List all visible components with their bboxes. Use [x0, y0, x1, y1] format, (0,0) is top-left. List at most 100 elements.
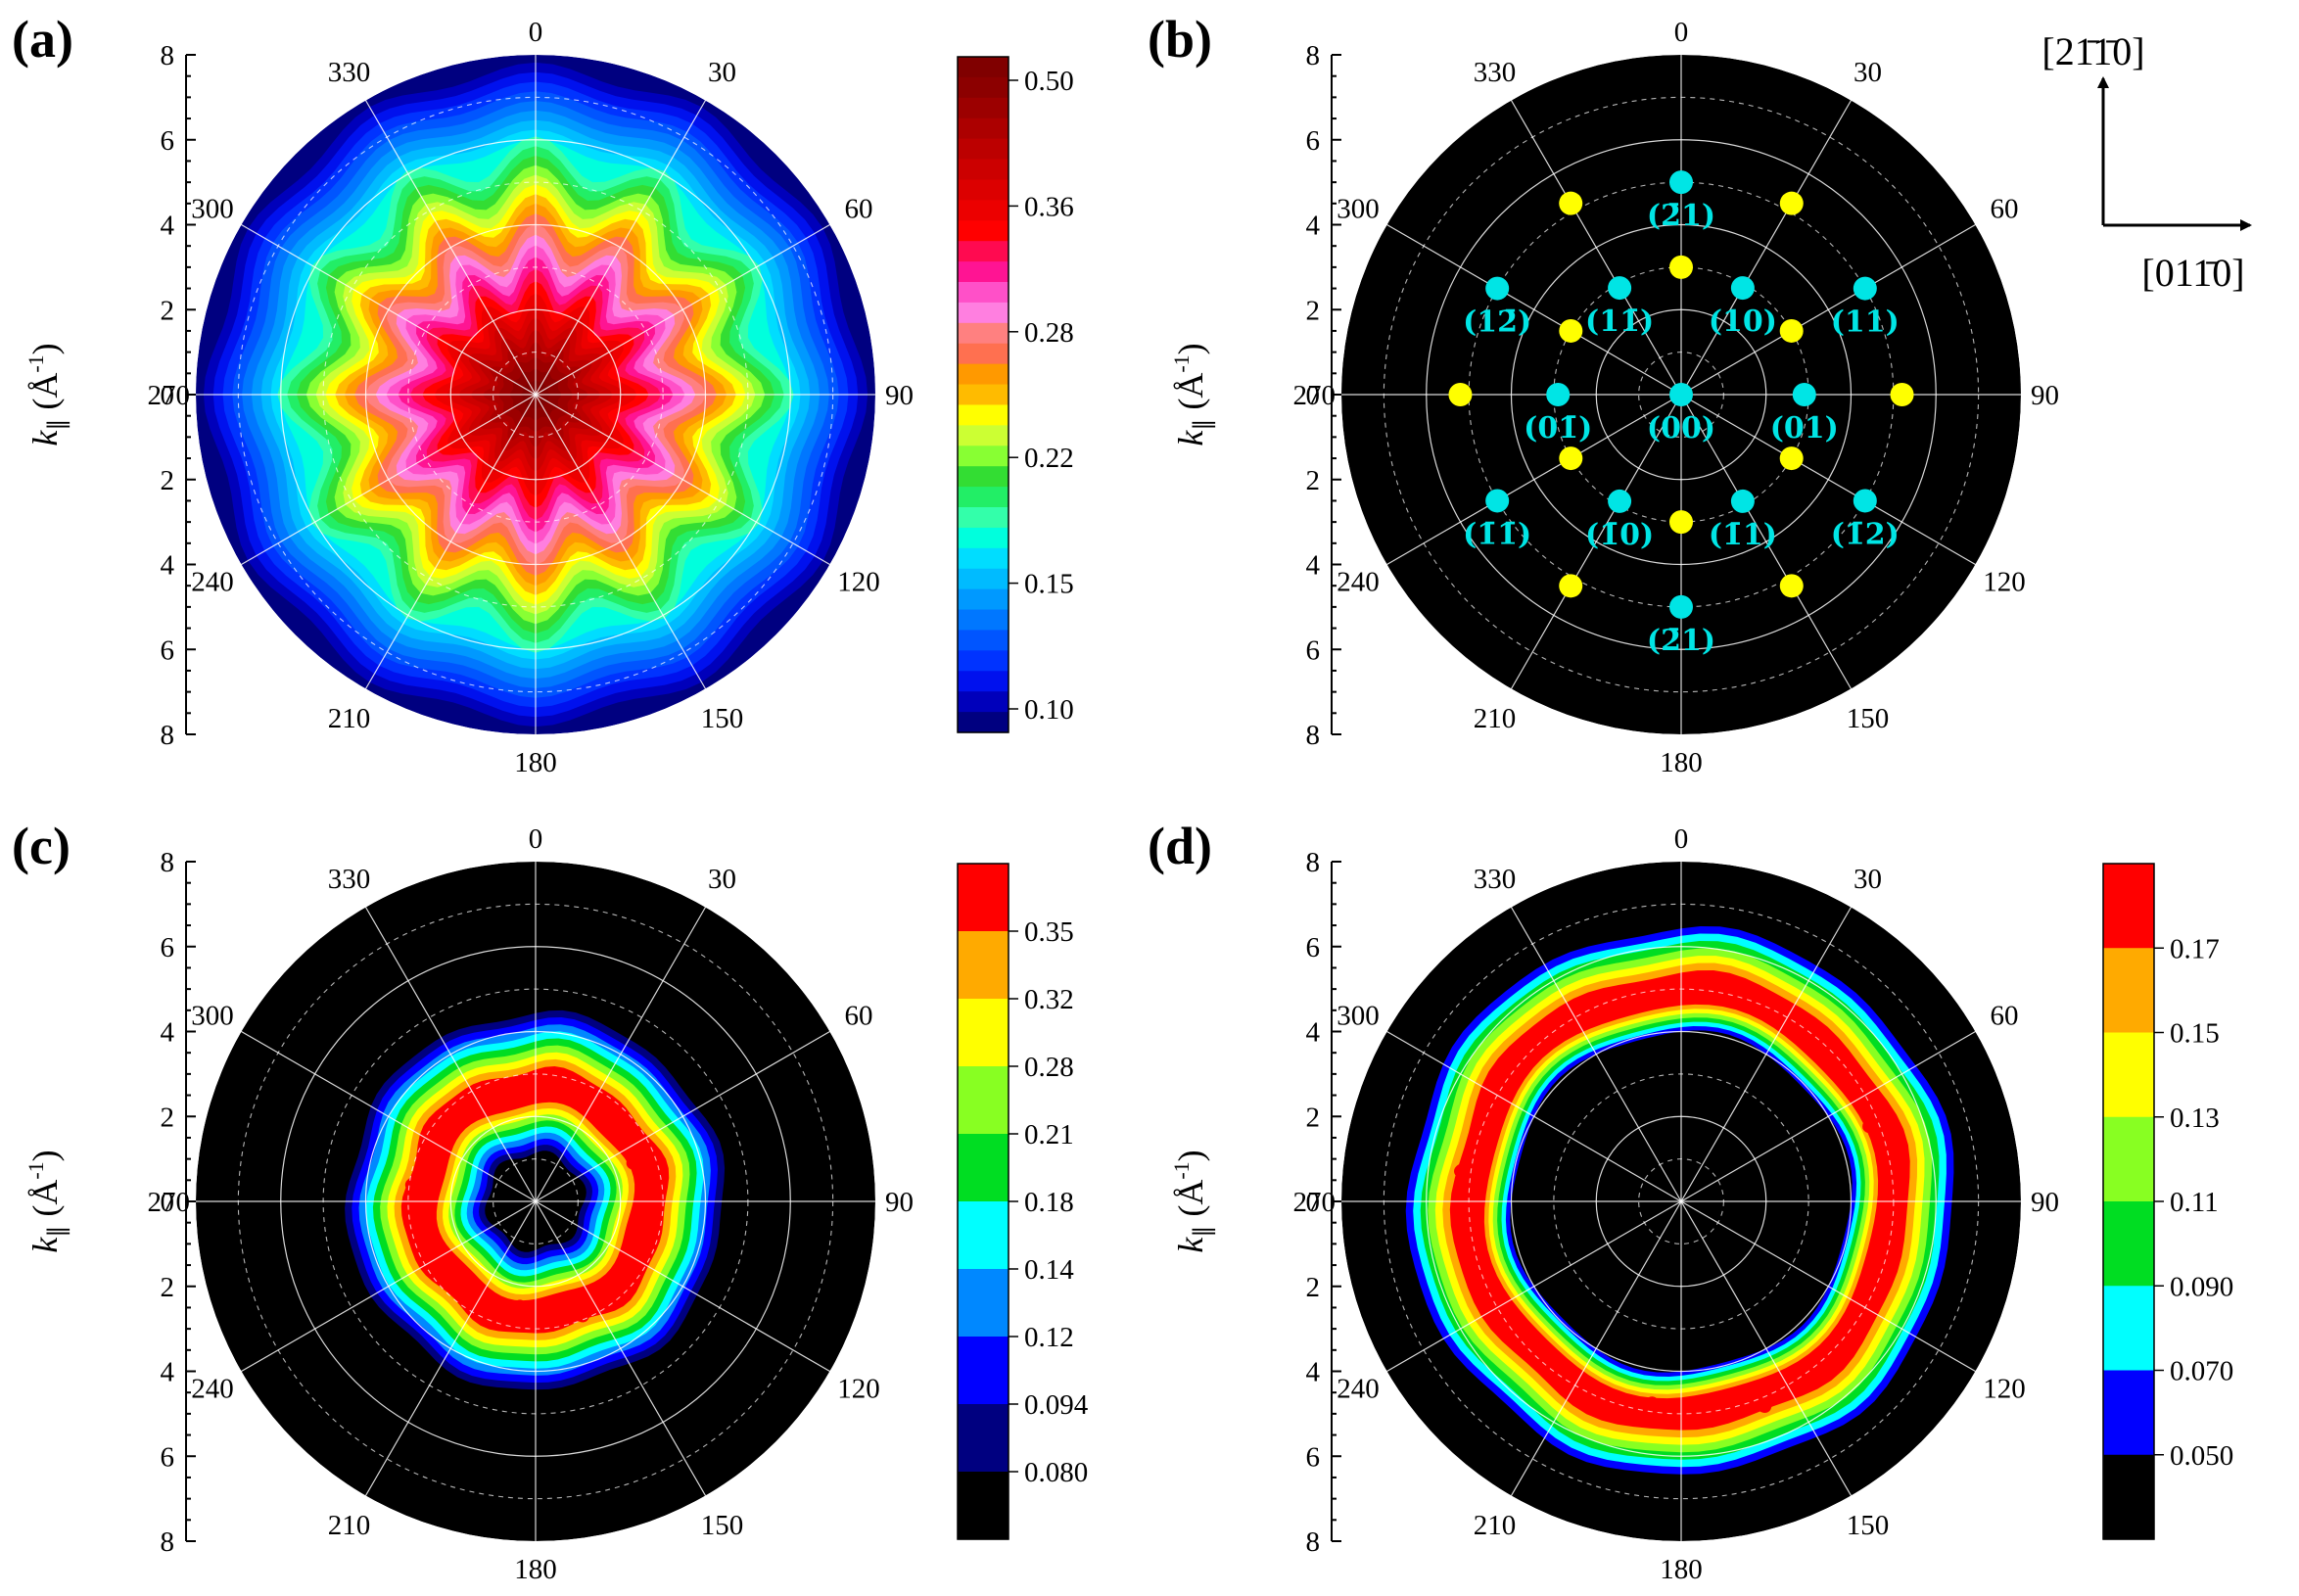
hot-spot	[634, 1208, 661, 1227]
colorbar-segment	[2103, 1454, 2154, 1540]
colorbar-segment	[958, 487, 1009, 508]
radial-tick-label: 6	[1306, 125, 1321, 157]
colorbar-tick-label: 0.17	[2170, 933, 2220, 964]
grid-ring	[237, 903, 834, 1500]
fractional-spot	[1559, 446, 1583, 471]
radial-tick-label: 4	[1306, 550, 1321, 582]
angle-tick-label: 30	[1853, 864, 1882, 895]
integer-spot	[1669, 170, 1693, 195]
grid-ring	[1638, 352, 1724, 438]
angle-tick-label: 180	[1660, 1554, 1703, 1585]
colorbar-segment	[958, 588, 1009, 611]
fractional-spot	[1559, 318, 1583, 343]
radial-tick-label: 4	[161, 1017, 175, 1049]
contour-band	[400, 1066, 670, 1334]
angle-tick-label: 60	[1990, 194, 2018, 225]
hot-spot	[596, 1099, 617, 1123]
spot-label: (11̄)	[1585, 305, 1654, 339]
colorbar-segment	[958, 302, 1009, 324]
radial-tick-label: 6	[1306, 932, 1321, 963]
colorbar-segment	[958, 404, 1009, 426]
angle-tick-label: 120	[1983, 567, 2026, 598]
panel-label-c: (c)	[12, 817, 70, 875]
radial-tick-label: 2	[161, 1272, 175, 1303]
colorbar-segment	[958, 931, 1009, 1000]
colorbar-segment	[2103, 1032, 2154, 1118]
angle-tick-label: 210	[328, 703, 371, 734]
angle-tick-label: 0	[529, 823, 543, 855]
grid-ring	[1383, 903, 1980, 1500]
grid-ring	[493, 1158, 579, 1244]
polar-grid-d	[1341, 862, 2021, 1541]
colorbar-segment	[958, 609, 1009, 632]
direction-label-horizontal: [011̄0]	[2141, 251, 2244, 295]
direction-label-vertical: [21̄1̄0]	[2041, 29, 2144, 73]
radial-tick-label: 0	[1306, 1187, 1321, 1218]
fractional-spot	[1559, 574, 1583, 598]
hot-spot	[1542, 1353, 1563, 1379]
hot-spot	[404, 1176, 431, 1195]
colorbar-tick-label: 0.28	[1024, 317, 1074, 349]
colorbar-a: 0.50 0.36 0.28 0.22 0.15 0.10	[957, 56, 1074, 733]
colorbar-segment	[958, 241, 1009, 262]
angle-tick-label: 150	[701, 1510, 744, 1541]
angle-tick-label: 330	[328, 864, 371, 895]
radial-tick-label: 4	[1306, 1357, 1321, 1388]
radial-tick-label: 8	[1306, 40, 1321, 71]
fractional-spot	[1669, 510, 1693, 535]
radial-tick-label: 2	[1306, 1272, 1321, 1303]
radial-axis-a: 8 6 4 2 0 2 4 6 8	[161, 40, 196, 751]
hot-spot	[1593, 996, 1614, 1021]
colorbar-tick-label: 0.090	[2170, 1271, 2233, 1302]
angle-tick-label: 180	[1660, 747, 1703, 778]
colorbar-tick-label: 0.22	[1024, 443, 1074, 474]
colorbar-segment	[958, 864, 1009, 932]
colorbar-segment	[958, 1404, 1009, 1473]
angle-tick-label: 300	[1337, 1001, 1380, 1032]
colorbar-segment	[958, 179, 1009, 201]
polar-grid-c	[196, 862, 875, 1541]
integer-spot	[1546, 383, 1571, 406]
colorbar-tick-label: 0.28	[1024, 1052, 1074, 1083]
radial-tick-label: 4	[161, 550, 175, 582]
spot-label: (1̄2)	[1831, 517, 1900, 551]
colorbar-segment	[2103, 1370, 2154, 1456]
grid-ring	[280, 946, 791, 1457]
colorbar-d: 0.17 0.15 0.13 0.11 0.090 0.070 0.050	[2102, 863, 2233, 1540]
hot-spot	[1471, 1271, 1495, 1291]
colorbar-tick-label: 0.094	[1024, 1389, 1089, 1421]
integer-spot	[1485, 489, 1510, 513]
radial-tick-label: 0	[161, 380, 175, 411]
radial-tick-label: 6	[1306, 634, 1321, 666]
angle-tick-label: 90	[885, 380, 914, 411]
angle-tick-label: 270	[1293, 380, 1337, 411]
grid-ring	[493, 352, 579, 438]
colorbar-segment	[958, 1201, 1009, 1270]
colorbar-segment	[958, 547, 1009, 570]
hot-spot	[433, 1120, 457, 1142]
angle-tick-label: 60	[1990, 1001, 2018, 1032]
colorbar-tick-label: 0.21	[1024, 1119, 1074, 1150]
hot-spot	[1839, 1324, 1863, 1344]
angle-tick-label: 180	[514, 747, 557, 778]
panel-label-a: (a)	[12, 10, 73, 69]
angle-tick-label: 270	[148, 1187, 191, 1218]
angle-tick-label: 30	[708, 57, 736, 88]
angle-tick-label: 180	[514, 1554, 557, 1585]
colorbar-tick-label: 0.35	[1024, 916, 1074, 948]
radial-tick-label: 8	[1306, 847, 1321, 878]
spot-label: (1̄1)	[1709, 518, 1777, 552]
radial-tick-label: 0	[1306, 380, 1321, 411]
colorbar-segment	[958, 999, 1009, 1067]
colorbar-segment	[958, 466, 1009, 488]
colorbar-tick-label: 0.14	[1024, 1254, 1074, 1286]
integer-spot	[1792, 383, 1816, 406]
colorbar-tick-label: 0.11	[2170, 1187, 2219, 1218]
angle-tick-label: 60	[844, 194, 872, 225]
colorbar-tick-label: 0.50	[1024, 66, 1074, 97]
spot-label: (1̄1̄)	[1463, 517, 1531, 551]
